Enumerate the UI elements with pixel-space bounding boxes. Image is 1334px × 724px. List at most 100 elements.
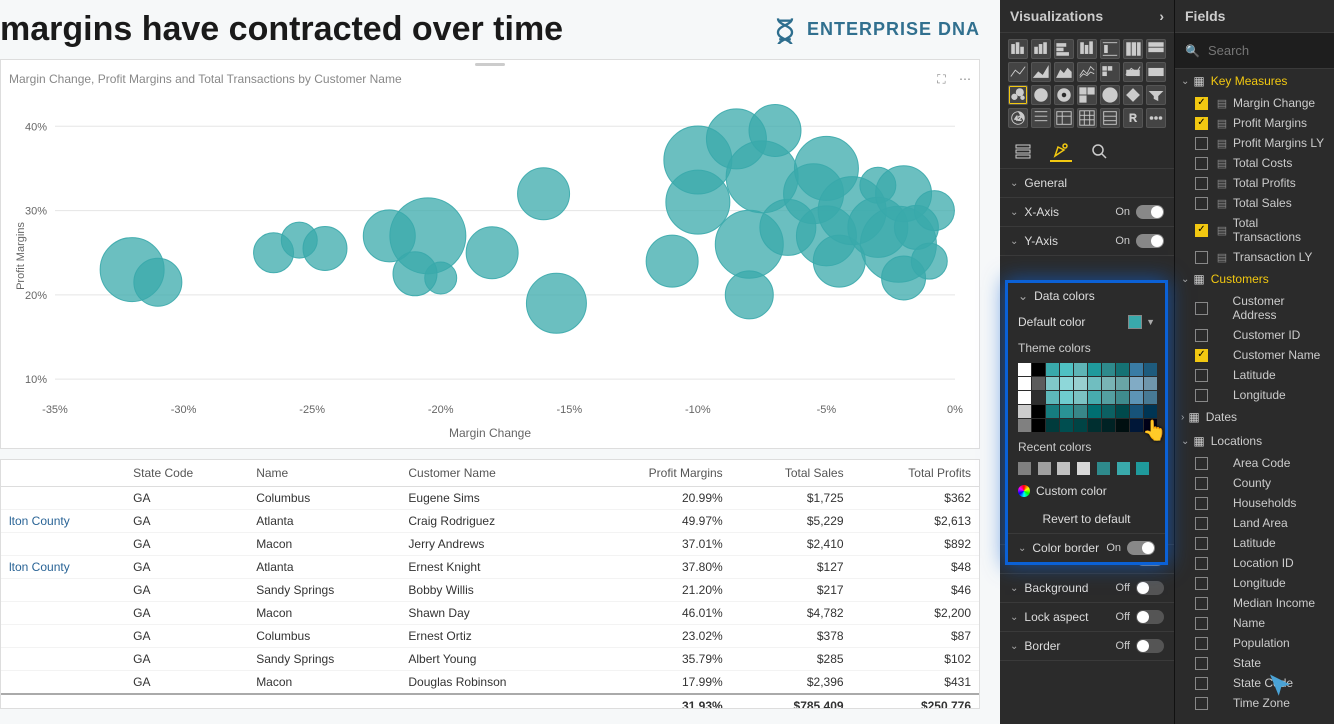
- theme-color-swatch[interactable]: [1130, 363, 1143, 376]
- data-table-visual[interactable]: State CodeNameCustomer NameProfit Margin…: [0, 459, 980, 709]
- field-item[interactable]: ▤Transaction LY: [1175, 247, 1334, 267]
- column-header[interactable]: Customer Name: [400, 460, 585, 487]
- table-row[interactable]: lton CountyGAAtlantaCraig Rodriguez49.97…: [1, 510, 979, 533]
- column-header[interactable]: Total Profits: [852, 460, 979, 487]
- field-item[interactable]: Customer ID: [1175, 325, 1334, 345]
- theme-color-swatch[interactable]: [1060, 419, 1073, 432]
- data-colors-header[interactable]: ⌄Data colors: [1008, 283, 1165, 309]
- field-item[interactable]: Latitude: [1175, 533, 1334, 553]
- field-item[interactable]: Customer Address: [1175, 291, 1334, 325]
- theme-color-swatch[interactable]: [1018, 363, 1031, 376]
- viz-type-icon[interactable]: [1031, 62, 1051, 82]
- field-checkbox[interactable]: [1195, 637, 1208, 650]
- theme-color-swatch[interactable]: [1144, 391, 1157, 404]
- field-checkbox[interactable]: [1195, 697, 1208, 710]
- theme-color-swatch[interactable]: [1032, 377, 1045, 390]
- field-checkbox[interactable]: [1195, 557, 1208, 570]
- field-checkbox[interactable]: [1195, 577, 1208, 590]
- theme-color-swatch[interactable]: [1102, 391, 1115, 404]
- field-checkbox[interactable]: [1195, 537, 1208, 550]
- format-yaxis-section[interactable]: ⌄Y-Axis On: [1000, 227, 1174, 255]
- default-color-swatch[interactable]: [1128, 315, 1142, 329]
- field-checkbox[interactable]: [1195, 97, 1208, 110]
- field-item[interactable]: Households: [1175, 493, 1334, 513]
- theme-color-swatch[interactable]: [1046, 405, 1059, 418]
- table-row[interactable]: GASandy SpringsBobby Willis21.20%$217$46: [1, 579, 979, 602]
- theme-color-swatch[interactable]: [1088, 391, 1101, 404]
- theme-color-swatch[interactable]: [1130, 391, 1143, 404]
- visual-drag-handle[interactable]: [1, 60, 979, 68]
- theme-color-swatch[interactable]: [1116, 377, 1129, 390]
- viz-type-icon[interactable]: [1054, 39, 1074, 59]
- theme-color-swatch[interactable]: [1060, 363, 1073, 376]
- theme-color-swatch[interactable]: [1144, 419, 1157, 432]
- theme-color-swatch[interactable]: [1032, 391, 1045, 404]
- theme-color-swatch[interactable]: [1032, 363, 1045, 376]
- table-row[interactable]: GAColumbusEugene Sims20.99%$1,725$362: [1, 487, 979, 510]
- field-checkbox[interactable]: [1195, 517, 1208, 530]
- theme-color-swatch[interactable]: [1130, 419, 1143, 432]
- column-header[interactable]: Profit Margins: [585, 460, 731, 487]
- recent-color-swatch[interactable]: [1097, 462, 1110, 475]
- format-general-section[interactable]: ⌄General: [1000, 169, 1174, 197]
- column-header[interactable]: Total Sales: [731, 460, 852, 487]
- viz-type-icon[interactable]: [1123, 39, 1143, 59]
- theme-color-swatch[interactable]: [1074, 405, 1087, 418]
- recent-color-swatch[interactable]: [1018, 462, 1031, 475]
- field-item[interactable]: Customer Name: [1175, 345, 1334, 365]
- field-table-dates[interactable]: ›▦Dates: [1175, 405, 1334, 429]
- default-color-row[interactable]: Default color ▼: [1008, 309, 1165, 335]
- viz-type-icon[interactable]: [1146, 108, 1166, 128]
- recent-color-swatch[interactable]: [1077, 462, 1090, 475]
- xaxis-toggle[interactable]: [1136, 205, 1164, 219]
- field-table-key-measures[interactable]: ⌄▦Key Measures: [1175, 69, 1334, 93]
- field-checkbox[interactable]: [1195, 369, 1208, 382]
- field-item[interactable]: ▤Total Transactions: [1175, 213, 1334, 247]
- viz-type-icon[interactable]: [1100, 62, 1120, 82]
- field-item[interactable]: State: [1175, 653, 1334, 673]
- theme-color-swatch[interactable]: [1144, 377, 1157, 390]
- column-header[interactable]: State Code: [125, 460, 248, 487]
- revert-default-link[interactable]: Revert to default: [1008, 505, 1165, 533]
- theme-color-swatch[interactable]: [1018, 419, 1031, 432]
- theme-color-swatch[interactable]: [1018, 377, 1031, 390]
- border-toggle[interactable]: [1136, 639, 1164, 653]
- viz-type-icon[interactable]: [1008, 39, 1028, 59]
- viz-type-icon[interactable]: [1146, 62, 1166, 82]
- viz-type-icon[interactable]: [1031, 39, 1051, 59]
- field-table-customers[interactable]: ⌄▦Customers: [1175, 267, 1334, 291]
- theme-color-swatch[interactable]: [1102, 363, 1115, 376]
- viz-type-icon[interactable]: [1054, 62, 1074, 82]
- theme-color-swatch[interactable]: [1046, 419, 1059, 432]
- focus-mode-icon[interactable]: ⛶: [937, 72, 945, 86]
- field-item[interactable]: ▤Profit Margins: [1175, 113, 1334, 133]
- field-item[interactable]: Land Area: [1175, 513, 1334, 533]
- fields-tab-icon[interactable]: [1012, 140, 1034, 162]
- viz-type-icon[interactable]: [1077, 39, 1097, 59]
- field-checkbox[interactable]: [1195, 137, 1208, 150]
- theme-color-swatch[interactable]: [1018, 391, 1031, 404]
- field-item[interactable]: Name: [1175, 613, 1334, 633]
- field-checkbox[interactable]: [1195, 197, 1208, 210]
- background-toggle[interactable]: [1136, 581, 1164, 595]
- theme-color-swatch[interactable]: [1088, 405, 1101, 418]
- field-item[interactable]: Longitude: [1175, 385, 1334, 405]
- more-options-icon[interactable]: ⋯: [959, 72, 971, 86]
- color-border-row[interactable]: ⌄Color border On: [1008, 533, 1165, 562]
- field-checkbox[interactable]: [1195, 224, 1208, 237]
- viz-type-icon[interactable]: [1077, 85, 1097, 105]
- field-checkbox[interactable]: [1195, 457, 1208, 470]
- theme-color-swatch[interactable]: [1088, 419, 1101, 432]
- theme-color-swatch[interactable]: [1144, 405, 1157, 418]
- field-checkbox[interactable]: [1195, 389, 1208, 402]
- format-background-section[interactable]: ⌄Background Off: [1000, 574, 1174, 602]
- theme-color-swatch[interactable]: [1130, 405, 1143, 418]
- viz-type-icon[interactable]: [1031, 85, 1051, 105]
- field-item[interactable]: ▤Total Profits: [1175, 173, 1334, 193]
- format-tab-icon[interactable]: [1050, 140, 1072, 162]
- field-checkbox[interactable]: [1195, 177, 1208, 190]
- field-item[interactable]: ▤Margin Change: [1175, 93, 1334, 113]
- theme-color-swatch[interactable]: [1116, 405, 1129, 418]
- lock-aspect-toggle[interactable]: [1136, 610, 1164, 624]
- viz-type-icon[interactable]: [1123, 62, 1143, 82]
